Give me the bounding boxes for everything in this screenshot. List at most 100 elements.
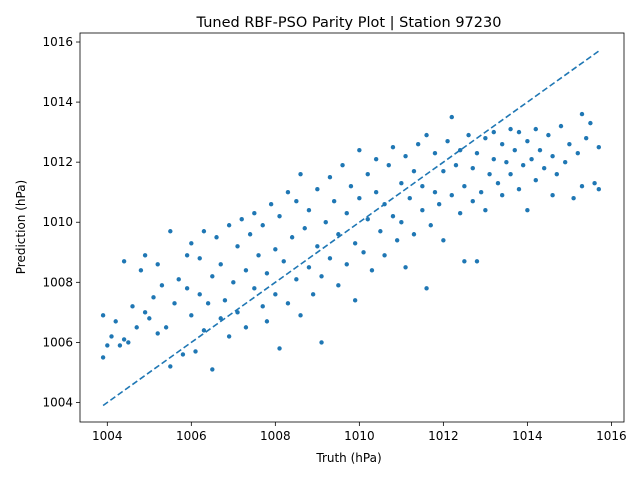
data-point <box>289 235 295 240</box>
data-point <box>344 211 349 216</box>
data-point <box>399 180 404 186</box>
data-point <box>231 280 236 285</box>
data-point <box>306 265 312 270</box>
data-point <box>487 171 492 177</box>
chart-title: Tuned RBF-PSO Parity Plot | Station 9723… <box>196 15 502 31</box>
data-point <box>382 253 387 258</box>
data-point <box>100 313 106 318</box>
data-point <box>470 199 475 204</box>
data-point <box>151 295 156 300</box>
data-point <box>579 111 585 117</box>
data-point <box>520 162 526 168</box>
data-point <box>226 223 232 228</box>
x-tick-label: 1012 <box>428 429 459 443</box>
data-point <box>373 156 379 162</box>
data-point <box>235 310 240 315</box>
data-point <box>168 364 173 369</box>
data-point <box>260 223 265 228</box>
data-point <box>327 256 333 261</box>
data-point <box>403 265 408 270</box>
y-tick-label: 1004 <box>42 395 73 409</box>
data-point <box>508 171 513 177</box>
data-point <box>344 262 349 267</box>
data-point <box>365 217 370 222</box>
data-point <box>483 135 488 141</box>
data-point <box>596 144 601 150</box>
x-axis-title: Truth (hPa) <box>315 451 381 465</box>
data-point <box>298 313 303 318</box>
data-point <box>525 208 530 213</box>
data-point <box>550 153 555 159</box>
data-point <box>134 325 139 330</box>
data-point <box>285 190 291 195</box>
data-point <box>176 277 181 282</box>
data-point <box>491 129 496 135</box>
data-point <box>596 187 601 192</box>
data-point <box>394 238 400 243</box>
data-point <box>373 190 379 195</box>
data-point <box>218 316 223 321</box>
data-point <box>163 325 169 330</box>
data-point <box>470 165 475 171</box>
data-point <box>441 238 446 243</box>
data-point <box>579 184 585 189</box>
x-tick-label: 1014 <box>512 429 543 443</box>
data-point <box>218 262 223 267</box>
data-point <box>441 168 446 174</box>
data-point <box>336 283 341 288</box>
data-point <box>205 301 211 306</box>
data-point <box>323 220 328 225</box>
data-point <box>142 253 148 258</box>
data-point <box>462 259 467 264</box>
data-point <box>235 244 240 249</box>
data-point <box>130 304 135 309</box>
data-point <box>348 184 354 189</box>
data-point <box>327 174 333 180</box>
data-point <box>105 343 110 348</box>
data-point <box>180 352 186 357</box>
data-point <box>390 144 396 150</box>
y-tick-label: 1008 <box>42 275 73 289</box>
data-point <box>378 229 383 234</box>
data-point <box>567 141 572 147</box>
data-point <box>512 147 517 153</box>
data-point <box>411 168 417 174</box>
x-tick-label: 1006 <box>176 429 207 443</box>
data-point <box>474 150 480 156</box>
data-point <box>252 286 257 291</box>
data-point <box>420 208 425 213</box>
y-tick-label: 1010 <box>42 215 73 229</box>
data-point <box>516 187 522 192</box>
data-point <box>432 190 438 195</box>
y-tick-label: 1014 <box>42 95 73 109</box>
data-point <box>117 343 123 348</box>
data-point <box>126 340 131 345</box>
data-point <box>407 196 412 201</box>
data-point <box>315 187 320 192</box>
data-point <box>264 319 270 324</box>
data-point <box>155 262 160 267</box>
data-point <box>541 165 547 171</box>
data-point <box>315 244 320 249</box>
data-point <box>466 132 471 138</box>
data-point <box>428 223 433 228</box>
data-point <box>168 229 173 234</box>
data-point <box>352 298 358 303</box>
x-tick-label: 1010 <box>344 429 375 443</box>
data-point <box>184 286 190 291</box>
data-point <box>499 141 505 147</box>
data-point <box>336 232 341 237</box>
data-point <box>504 159 509 165</box>
data-point <box>386 162 391 168</box>
data-point <box>247 232 253 237</box>
data-point <box>340 162 345 168</box>
data-point <box>210 274 215 279</box>
data-point <box>184 253 190 258</box>
data-point <box>495 180 501 186</box>
data-point <box>411 232 417 237</box>
data-point <box>222 298 228 303</box>
data-point <box>201 229 207 234</box>
y-tick-label: 1016 <box>42 35 73 49</box>
data-point <box>155 331 160 336</box>
data-point <box>273 247 278 252</box>
